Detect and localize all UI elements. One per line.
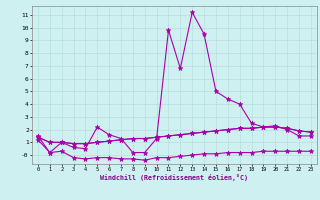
X-axis label: Windchill (Refroidissement éolien,°C): Windchill (Refroidissement éolien,°C): [100, 174, 248, 181]
